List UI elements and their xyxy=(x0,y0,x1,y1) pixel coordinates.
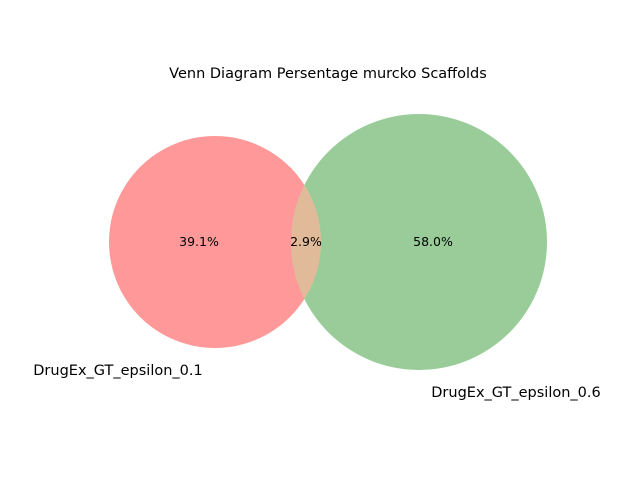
region-label-right-only: 58.0% xyxy=(413,234,453,249)
set-circle-left xyxy=(109,136,321,348)
region-label-left-only: 39.1% xyxy=(179,234,219,249)
region-label-overlap: 2.9% xyxy=(290,234,322,249)
set-label-right: DrugEx_GT_epsilon_0.6 xyxy=(431,385,600,401)
set-circle-right xyxy=(291,114,547,370)
set-label-left: DrugEx_GT_epsilon_0.1 xyxy=(33,363,202,379)
diagram-title: Venn Diagram Persentage murcko Scaffolds xyxy=(169,66,487,82)
